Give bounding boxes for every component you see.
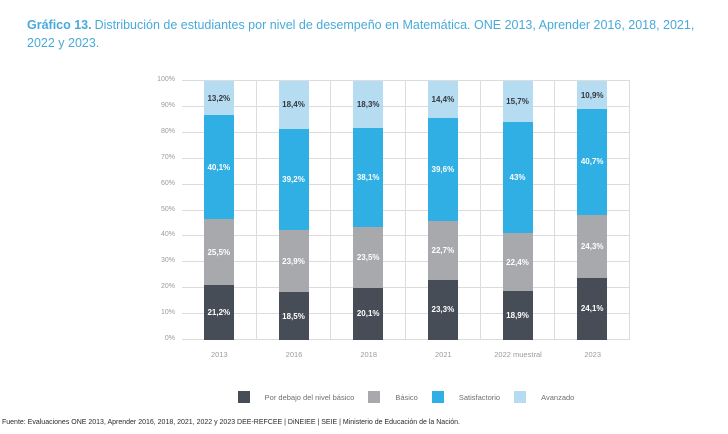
x-axis-label-2023: 2023 xyxy=(584,350,602,359)
bar-segment-value-label: 18,5% xyxy=(282,311,305,321)
legend-item-basico: Básico xyxy=(368,391,418,403)
bar-segment-por-debajo-del-nivel-basico: 18,5% xyxy=(278,292,309,340)
y-axis-tick-label: 70% xyxy=(160,153,175,161)
y-axis-tick-label: 40% xyxy=(160,231,175,239)
y-axis-tick-label: 90% xyxy=(160,101,175,109)
bar-segment-satisfactorio: 40,1% xyxy=(203,115,234,220)
gridline-horizontal: 100% xyxy=(157,76,630,83)
stacked-bar-2018: 20,1% 23,5% 38,1% 18,3% xyxy=(353,81,384,340)
category-cell-2023: 24,1% 24,3% 40,7% 10,9% xyxy=(555,81,631,340)
bar-segment-satisfactorio: 40,7% xyxy=(577,109,608,215)
category-cell-2013: 21,2% 25,5% 40,1% 13,2% xyxy=(182,81,257,340)
bar-segment-value-label: 22,4% xyxy=(506,257,529,267)
bar-segment-value-label: 14,4% xyxy=(431,95,455,105)
bar-segment-value-label: 13,2% xyxy=(207,93,231,103)
bar-segment-value-label: 18,9% xyxy=(506,311,529,321)
y-axis-tick-label: 60% xyxy=(160,179,175,187)
y-axis-tick-label: 80% xyxy=(160,127,175,135)
x-axis-label-2018: 2018 xyxy=(360,350,378,359)
x-axis-labels: 2013 2016 2018 2021 2022 muestral 2023 xyxy=(182,350,630,359)
legend-swatch-por-debajo-del-nivel-basico xyxy=(237,391,250,403)
bar-segment-satisfactorio: 39,2% xyxy=(278,128,309,231)
bar-segment-value-label: 39,6% xyxy=(431,165,455,175)
chart-legend: Por debajo del nivel básico Básico Satisfa… xyxy=(182,391,630,403)
bar-segment-value-label: 18,3% xyxy=(356,100,380,110)
bar-segment-value-label: 40,7% xyxy=(580,157,604,167)
legend-item-por-debajo-del-nivel-basico: Por debajo del nivel básico xyxy=(237,391,355,403)
bar-segment-value-label: 38,1% xyxy=(356,173,380,183)
bar-segment-value-label: 18,4% xyxy=(282,100,305,110)
stacked-bar-2016: 18,5% 23,9% 39,2% 18,4% xyxy=(278,81,309,340)
bar-segment-satisfactorio: 39,6% xyxy=(427,118,458,221)
bar-segment-por-debajo-del-nivel-basico: 23,3% xyxy=(427,279,458,340)
bar-segment-por-debajo-del-nivel-basico: 20,1% xyxy=(353,287,384,340)
bar-segment-value-label: 40,1% xyxy=(207,162,231,172)
legend-item-satisfactorio: Satisfactorio xyxy=(431,391,501,403)
bar-segment-basico: 22,4% xyxy=(502,233,533,292)
bar-segment-avanzado: 18,4% xyxy=(278,81,309,129)
category-cell-2018: 20,1% 23,5% 38,1% 18,3% xyxy=(331,81,407,340)
x-axis-label-2021: 2021 xyxy=(435,350,452,359)
bar-segment-value-label: 43% xyxy=(509,172,526,182)
bar-segment-basico: 23,5% xyxy=(353,227,384,288)
y-axis-tick-label: 100% xyxy=(157,76,175,83)
y-axis-tick-label: 10% xyxy=(160,309,175,317)
bar-segment-satisfactorio: 38,1% xyxy=(353,128,384,228)
legend-item-avanzado: Avanzado xyxy=(514,391,574,403)
bar-segment-satisfactorio: 43% xyxy=(502,121,533,234)
legend-label-basico: Básico xyxy=(395,392,418,402)
bar-segment-value-label: 22,7% xyxy=(431,245,455,255)
category-cells: 21,2% 25,5% 40,1% 13,2% 18,5% 23,9% 39,2% 18,4%… xyxy=(182,81,631,340)
x-axis-label-2013: 2013 xyxy=(210,350,228,359)
stacked-bar-2023: 24,1% 24,3% 40,7% 10,9% xyxy=(577,81,608,340)
legend-swatch-satisfactorio xyxy=(431,391,444,403)
y-axis-tick-label: 30% xyxy=(160,257,175,265)
bar-segment-avanzado: 10,9% xyxy=(577,81,608,110)
bar-segment-avanzado: 15,7% xyxy=(502,81,533,122)
bar-segment-avanzado: 13,2% xyxy=(203,81,234,116)
bar-segment-avanzado: 18,3% xyxy=(353,81,384,129)
bar-segment-por-debajo-del-nivel-basico: 18,9% xyxy=(502,291,533,340)
category-cell-2022-muestral: 18,9% 22,4% 43% 15,7% xyxy=(481,81,556,340)
bar-segment-por-debajo-del-nivel-basico: 24,1% xyxy=(577,277,608,340)
bar-segment-value-label: 23,3% xyxy=(431,305,455,315)
legend-swatch-avanzado xyxy=(514,391,527,403)
stacked-bar-2021: 23,3% 22,7% 39,6% 14,4% xyxy=(427,81,458,340)
y-axis-tick-label: 0% xyxy=(164,335,175,342)
chart-title: Gráfico 13. Distribución de estudiantes p… xyxy=(27,17,703,52)
bar-segment-value-label: 39,2% xyxy=(282,174,305,184)
plot-area: 0% 10% 20% 30% 40% 50% 60% 70% 80% 90% 100% 21,2% 25… xyxy=(157,76,631,342)
source-note: Fuente: Evaluaciones ONE 2013, Aprender … xyxy=(2,419,460,426)
legend-label-avanzado: Avanzado xyxy=(541,392,575,402)
bar-segment-value-label: 10,9% xyxy=(580,90,604,100)
bar-segment-value-label: 20,1% xyxy=(356,309,380,319)
bar-segment-basico: 22,7% xyxy=(427,220,458,280)
bar-segment-value-label: 24,1% xyxy=(580,304,604,314)
y-axis-tick-label: 50% xyxy=(160,205,175,213)
legend-swatch-basico xyxy=(368,391,381,403)
stacked-bar-2013: 21,2% 25,5% 40,1% 13,2% xyxy=(203,81,234,340)
bar-segment-basico: 24,3% xyxy=(577,214,608,278)
bar-segment-por-debajo-del-nivel-basico: 21,2% xyxy=(203,285,234,340)
y-axis-tick-label: 20% xyxy=(160,283,175,291)
chart-title-number: Gráfico 13. xyxy=(27,18,92,32)
bar-segment-avanzado: 14,4% xyxy=(427,81,458,119)
legend-label-por-debajo-del-nivel-basico: Por debajo del nivel básico xyxy=(264,392,355,402)
x-axis-label-2022-muestral: 2022 muestral xyxy=(494,350,542,359)
bar-segment-value-label: 23,5% xyxy=(356,253,380,263)
bar-segment-basico: 25,5% xyxy=(203,219,234,286)
x-axis-label-2016: 2016 xyxy=(285,350,303,359)
legend-label-satisfactorio: Satisfactorio xyxy=(458,392,501,402)
bar-segment-value-label: 23,9% xyxy=(282,256,305,266)
category-cell-2021: 23,3% 22,7% 39,6% 14,4% xyxy=(406,81,481,340)
bar-segment-value-label: 21,2% xyxy=(207,308,231,318)
chart-title-text: Distribución de estudiantes por nivel de… xyxy=(27,18,695,50)
bar-segment-value-label: 15,7% xyxy=(506,96,529,106)
bar-segment-value-label: 24,3% xyxy=(580,241,604,251)
stacked-bar-2022-muestral: 18,9% 22,4% 43% 15,7% xyxy=(502,81,533,340)
bar-segment-value-label: 25,5% xyxy=(207,247,231,257)
bar-segment-basico: 23,9% xyxy=(278,230,309,293)
category-cell-2016: 18,5% 23,9% 39,2% 18,4% xyxy=(257,81,332,340)
